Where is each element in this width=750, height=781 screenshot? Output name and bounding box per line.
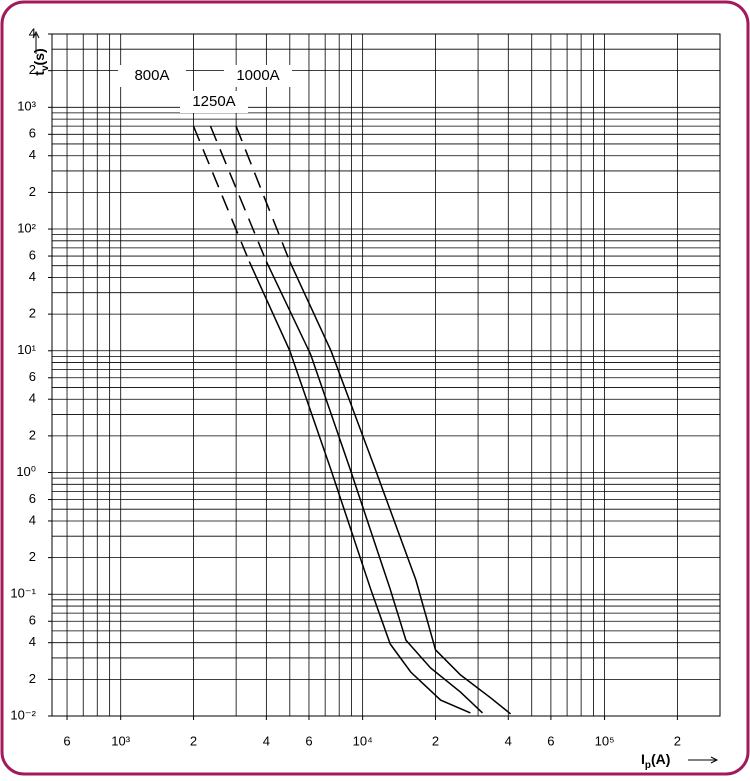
y-tick-label: 6 <box>29 369 36 384</box>
series-label: 1250A <box>192 93 235 110</box>
grid <box>48 33 721 720</box>
x-label-main: I <box>641 751 645 767</box>
y-tick-label: 2 <box>29 427 36 442</box>
y-label-unit: (s) <box>31 48 47 65</box>
x-tick-label: 10³ <box>111 733 130 748</box>
y-tick-label: 10² <box>17 220 36 235</box>
series-label: 1000A <box>236 67 279 84</box>
y-tick-label: 2 <box>29 549 36 564</box>
y-tick-label: 2 <box>29 306 36 321</box>
x-tick-label: 10⁴ <box>353 733 373 748</box>
x-label-unit: (A) <box>651 751 670 767</box>
x-tick-label: 6 <box>547 733 554 748</box>
y-tick-label: 10⁻² <box>10 707 36 722</box>
curve <box>265 261 484 714</box>
y-tick-label: 2 <box>29 62 36 77</box>
x-label-sub: p <box>645 760 651 771</box>
series-label-box <box>118 65 186 87</box>
y-tick-label: 6 <box>29 247 36 262</box>
plot-border <box>51 33 721 717</box>
x-arrow-head <box>710 756 719 764</box>
x-tick-label: 4 <box>505 733 512 748</box>
y-tick-label: 10¹ <box>17 342 36 357</box>
y-label-main: t <box>31 71 47 76</box>
y-arrow-head <box>32 30 40 39</box>
y-tick-label: 6 <box>29 126 36 141</box>
series-label-box <box>224 65 292 87</box>
y-tick-label: 4 <box>29 269 36 284</box>
y-tick-label: 4 <box>29 391 36 406</box>
y-tick-label: 10³ <box>17 99 36 114</box>
y-tick-label: 10⁰ <box>16 464 36 479</box>
y-tick-label: 4 <box>29 512 36 527</box>
y-tick-label: 4 <box>29 147 36 162</box>
x-tick-label: 4 <box>263 733 270 748</box>
series-label: 800A <box>134 67 169 84</box>
labels: 6 10³ 2 4 6 10⁴ 2 4 6 10⁵ 2 4 2 10³ 6 4 2 10² 6 4 2 10¹ 6 4 2 10⁰… <box>10 25 681 748</box>
y-tick-label: 2 <box>29 184 36 199</box>
y-tick-label: 10⁻¹ <box>10 586 36 601</box>
y-tick-label: 6 <box>29 613 36 628</box>
x-tick-label: 2 <box>674 733 681 748</box>
y-tick-label: 4 <box>29 634 36 649</box>
y-tick-label: 4 <box>29 25 36 40</box>
x-axis-label: Ip(A) <box>641 751 670 771</box>
y-tick-label: 6 <box>29 491 36 506</box>
y-tick-label: 2 <box>29 671 36 686</box>
x-tick-label: 2 <box>432 733 439 748</box>
curves <box>192 125 512 715</box>
curve <box>289 261 512 715</box>
x-tick-label: 6 <box>305 733 312 748</box>
series-label-box <box>180 91 248 113</box>
y-label-sub: v <box>40 65 51 71</box>
x-tick-label: 2 <box>190 733 197 748</box>
x-tick-label: 6 <box>63 733 70 748</box>
x-tick-label: 10⁵ <box>595 733 615 748</box>
curve <box>248 261 471 714</box>
y-axis-label: tv(s) <box>31 48 51 75</box>
